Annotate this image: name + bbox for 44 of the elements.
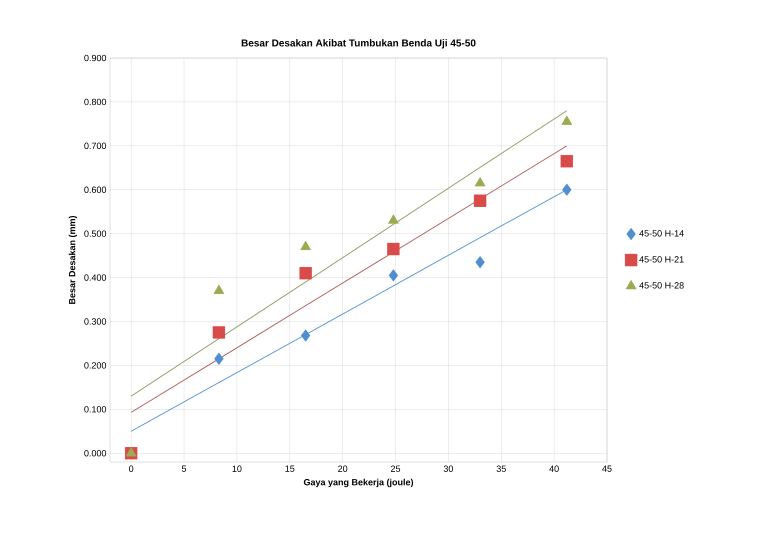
point bbox=[387, 242, 400, 256]
legend-label: 45-50 H-14 bbox=[639, 230, 684, 237]
y-tick-label: 0.600 bbox=[84, 186, 106, 193]
legend-label: 45-50 H-28 bbox=[639, 282, 684, 289]
x-tick-label: 30 bbox=[444, 466, 454, 472]
y-tick-label: 0.100 bbox=[84, 406, 106, 412]
y-tick-label: 0.200 bbox=[84, 362, 106, 369]
y-tick-label: 0.300 bbox=[84, 318, 106, 325]
x-tick-label: 45 bbox=[602, 466, 612, 472]
y-tick-label: 0.700 bbox=[84, 142, 106, 150]
x-axis-title: Gaya yang Bekerja (joule) bbox=[304, 478, 414, 488]
x-tick-label: 10 bbox=[232, 466, 242, 472]
x-tick-label: 5 bbox=[182, 466, 186, 472]
point bbox=[300, 329, 310, 342]
point bbox=[212, 326, 226, 339]
y-axis-title: Besar Desakan (mm) bbox=[68, 216, 78, 304]
y-tick-label: 0.500 bbox=[84, 230, 106, 237]
y-tick-label: 0.400 bbox=[84, 274, 106, 281]
point bbox=[214, 352, 224, 366]
point bbox=[474, 176, 486, 186]
legend-label: 45-50 H-21 bbox=[639, 256, 684, 263]
point bbox=[388, 269, 398, 282]
line-series bbox=[130, 145, 568, 413]
point bbox=[126, 447, 137, 456]
y-tick-label: 0.900 bbox=[84, 54, 106, 62]
x-tick-label: 0 bbox=[128, 466, 134, 472]
x-tick-label: 20 bbox=[338, 466, 348, 472]
line-series bbox=[130, 110, 568, 397]
x-tick-label: 35 bbox=[496, 466, 506, 472]
x-tick-label: 25 bbox=[390, 466, 400, 472]
y-tick-label: 0.000 bbox=[84, 450, 106, 456]
point bbox=[475, 256, 485, 268]
point bbox=[300, 240, 312, 250]
point bbox=[388, 214, 399, 224]
x-tick-label: 40 bbox=[549, 466, 559, 472]
point bbox=[474, 194, 486, 207]
point bbox=[560, 155, 574, 168]
point bbox=[561, 115, 572, 125]
point bbox=[299, 266, 312, 280]
chart-title: Besar Desakan Akibat Tumbukan Benda Uji 45-50 bbox=[242, 39, 476, 48]
x-tick-label: 15 bbox=[285, 466, 294, 472]
y-tick-label: 0.800 bbox=[84, 98, 106, 106]
point bbox=[562, 184, 572, 196]
point bbox=[214, 284, 224, 294]
